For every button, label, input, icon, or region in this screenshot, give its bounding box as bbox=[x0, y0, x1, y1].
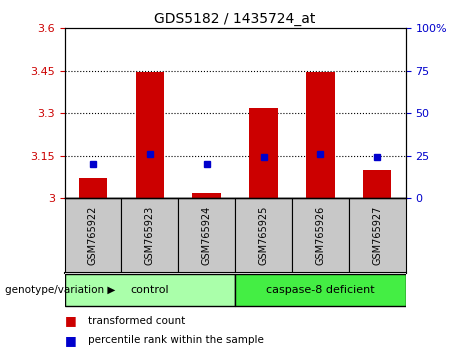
Text: GSM765922: GSM765922 bbox=[88, 206, 98, 265]
Bar bbox=[121, 198, 178, 273]
Text: ■: ■ bbox=[65, 314, 76, 327]
Text: GSM765926: GSM765926 bbox=[315, 206, 325, 265]
Bar bbox=[249, 108, 278, 198]
Text: GSM765923: GSM765923 bbox=[145, 206, 155, 265]
Bar bbox=[306, 72, 335, 198]
Bar bbox=[235, 274, 406, 306]
Text: percentile rank within the sample: percentile rank within the sample bbox=[88, 335, 264, 345]
Bar bbox=[65, 274, 235, 306]
Bar bbox=[193, 193, 221, 198]
Bar bbox=[65, 198, 121, 273]
Bar bbox=[363, 170, 391, 198]
Text: ■: ■ bbox=[65, 334, 76, 347]
Bar bbox=[292, 198, 349, 273]
Bar bbox=[79, 178, 107, 198]
Text: transformed count: transformed count bbox=[88, 316, 185, 326]
Bar bbox=[349, 198, 406, 273]
Text: GSM765924: GSM765924 bbox=[201, 206, 212, 265]
Text: genotype/variation ▶: genotype/variation ▶ bbox=[5, 285, 115, 295]
Text: GSM765925: GSM765925 bbox=[259, 206, 269, 265]
Bar bbox=[178, 198, 235, 273]
Bar bbox=[235, 198, 292, 273]
Title: GDS5182 / 1435724_at: GDS5182 / 1435724_at bbox=[154, 12, 316, 26]
Text: caspase-8 deficient: caspase-8 deficient bbox=[266, 285, 375, 295]
Text: control: control bbox=[130, 285, 169, 295]
Text: GSM765927: GSM765927 bbox=[372, 206, 382, 265]
Bar bbox=[136, 72, 164, 198]
